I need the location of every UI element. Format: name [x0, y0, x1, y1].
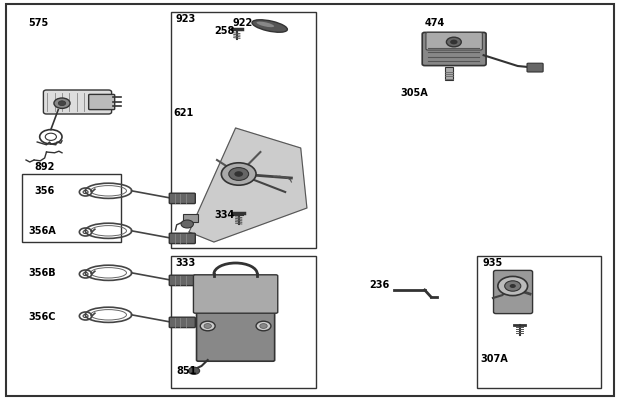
FancyBboxPatch shape	[197, 289, 275, 361]
Bar	[445, 67, 453, 80]
Circle shape	[256, 321, 271, 331]
Text: 307A: 307A	[480, 354, 508, 364]
FancyBboxPatch shape	[426, 32, 482, 50]
Text: 356: 356	[34, 186, 55, 196]
FancyBboxPatch shape	[527, 63, 543, 72]
Bar	[22, 174, 121, 242]
Polygon shape	[189, 128, 307, 242]
FancyBboxPatch shape	[169, 317, 195, 328]
Bar	[477, 256, 601, 388]
FancyBboxPatch shape	[89, 94, 115, 110]
Circle shape	[54, 98, 70, 108]
Circle shape	[446, 37, 461, 47]
Text: 334: 334	[214, 210, 234, 220]
Text: 621: 621	[174, 108, 194, 118]
FancyBboxPatch shape	[43, 90, 112, 114]
Ellipse shape	[257, 22, 274, 27]
Text: 575: 575	[28, 18, 48, 28]
Text: 333: 333	[175, 258, 196, 268]
Text: 474: 474	[425, 18, 445, 28]
Bar	[183, 214, 198, 222]
Circle shape	[450, 40, 458, 44]
Circle shape	[260, 324, 267, 328]
Text: eReplacementParts.com: eReplacementParts.com	[229, 206, 391, 218]
Text: 935: 935	[482, 258, 503, 268]
Circle shape	[498, 276, 528, 296]
Circle shape	[221, 163, 256, 185]
Circle shape	[204, 324, 211, 328]
Text: 356A: 356A	[28, 226, 56, 236]
Circle shape	[229, 168, 249, 180]
Text: 851: 851	[177, 366, 197, 376]
Bar	[170, 256, 316, 388]
FancyBboxPatch shape	[169, 275, 195, 286]
FancyBboxPatch shape	[422, 32, 486, 66]
FancyBboxPatch shape	[494, 270, 533, 314]
FancyBboxPatch shape	[169, 233, 195, 244]
Circle shape	[510, 284, 516, 288]
Circle shape	[181, 220, 193, 228]
Text: 356B: 356B	[28, 268, 56, 278]
Circle shape	[234, 171, 243, 177]
FancyBboxPatch shape	[169, 193, 195, 204]
Ellipse shape	[252, 20, 288, 32]
Circle shape	[200, 321, 215, 331]
Text: 236: 236	[369, 280, 389, 290]
FancyBboxPatch shape	[193, 275, 278, 313]
Text: 305A: 305A	[400, 88, 428, 98]
Text: 892: 892	[34, 162, 55, 172]
Circle shape	[58, 101, 66, 106]
Bar	[170, 12, 316, 248]
Text: 258: 258	[214, 26, 234, 36]
Circle shape	[188, 367, 200, 374]
Text: 356C: 356C	[28, 312, 55, 322]
Text: 923: 923	[175, 14, 196, 24]
Circle shape	[505, 281, 521, 291]
Text: 922: 922	[232, 18, 253, 28]
